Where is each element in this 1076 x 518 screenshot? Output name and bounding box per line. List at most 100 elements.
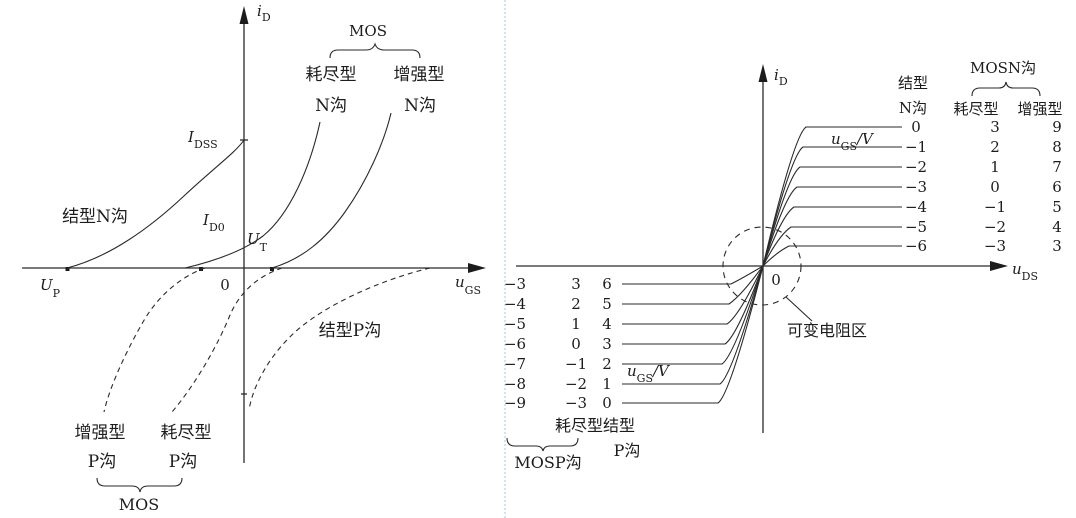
variable-resistance-leader bbox=[785, 296, 813, 322]
table-cell: 0 bbox=[571, 335, 581, 353]
output-curve-p5 bbox=[622, 265, 764, 365]
table-cell: −2 bbox=[905, 158, 927, 176]
table-cell: 1 bbox=[990, 158, 1000, 176]
table-cell: 2 bbox=[602, 355, 612, 373]
lower-ugs-table: −3 3 6 −4 2 5 −5 1 4 −6 0 3 −7 −1 2 −8 −… bbox=[504, 275, 612, 412]
footer-dep-jfet-label: 耗尽型结型 bbox=[555, 416, 635, 435]
right-y-axis-arrow bbox=[758, 64, 768, 82]
mos-bottom-label: MOS bbox=[119, 495, 159, 514]
dep-p-curve bbox=[171, 267, 283, 413]
dep-p-channel-label: P沟 bbox=[169, 452, 197, 472]
table-cell: 4 bbox=[1052, 218, 1062, 236]
output-curve-p1 bbox=[622, 265, 764, 285]
output-curve-n7 bbox=[762, 245, 902, 267]
header-jfet-line2: N沟 bbox=[899, 99, 927, 117]
dep-p-label: 耗尽型 bbox=[161, 423, 212, 443]
header-enh: 增强型 bbox=[1017, 100, 1062, 118]
table-cell: −1 bbox=[984, 198, 1006, 216]
output-curve-p2 bbox=[622, 265, 764, 305]
table-cell: 0 bbox=[602, 394, 612, 412]
right-origin-label: 0 bbox=[771, 271, 781, 289]
table-cell: 2 bbox=[571, 295, 581, 313]
dep-n-channel-label: N沟 bbox=[315, 96, 347, 116]
enh-n-label: 增强型 bbox=[394, 65, 445, 85]
output-curve-n4 bbox=[762, 186, 902, 267]
mos-top-label: MOS bbox=[349, 22, 387, 40]
mosp-brace bbox=[506, 437, 579, 452]
table-cell: −7 bbox=[504, 355, 526, 373]
table-cell: −5 bbox=[905, 218, 927, 236]
right-x-axis-arrow bbox=[990, 261, 1008, 271]
output-curve-n6 bbox=[762, 226, 902, 267]
table-cell: −1 bbox=[565, 355, 587, 373]
output-curve-p6 bbox=[622, 265, 764, 385]
output-curve-n3 bbox=[762, 166, 902, 267]
upper-output-curves bbox=[762, 126, 902, 267]
enh-n-curve bbox=[271, 112, 392, 269]
ugs-lower-label: uGS/V bbox=[627, 362, 671, 385]
table-cell: −3 bbox=[565, 394, 587, 412]
lower-output-curves bbox=[622, 265, 764, 404]
idss-label: IDSS bbox=[187, 128, 218, 151]
mosn-brace bbox=[971, 81, 1041, 97]
table-cell: 3 bbox=[990, 118, 1000, 136]
table-cell: 1 bbox=[602, 375, 612, 393]
up-crossing-dot bbox=[65, 267, 70, 271]
table-cell: 8 bbox=[1052, 138, 1062, 156]
table-cell: −1 bbox=[905, 138, 927, 156]
table-cell: 2 bbox=[990, 138, 1000, 156]
table-cell: 9 bbox=[1052, 118, 1062, 136]
output-curve-p7 bbox=[622, 265, 764, 404]
enh-p-label: 增强型 bbox=[75, 423, 126, 443]
header-mosn: MOSN沟 bbox=[970, 59, 1036, 77]
left-x-axis-arrow bbox=[468, 263, 486, 273]
ugs-upper-label: uGS/V bbox=[831, 130, 875, 153]
table-cell: −5 bbox=[504, 315, 526, 333]
output-curve-p3 bbox=[622, 265, 764, 325]
upper-ugs-table: 0 3 9 −1 2 8 −2 1 7 −3 0 6 −4 −1 5 −5 −2… bbox=[905, 118, 1062, 255]
table-cell: 3 bbox=[1052, 237, 1062, 255]
table-cell: 7 bbox=[1052, 158, 1062, 176]
footer-p-channel-label: P沟 bbox=[614, 441, 641, 460]
right-x-axis-label: uDS bbox=[1012, 260, 1038, 283]
right-output-chart: iD uDS 0 可变电阻区 uGS/V uGS/V 结型 N沟 MOSN沟 耗… bbox=[504, 59, 1063, 472]
table-cell: −3 bbox=[905, 178, 927, 196]
enh-n-crossing-dot bbox=[270, 267, 274, 271]
table-cell: 0 bbox=[990, 178, 1000, 196]
table-cell: 5 bbox=[1052, 198, 1062, 216]
table-cell: −3 bbox=[984, 237, 1006, 255]
jfet-n-label: 结型N沟 bbox=[62, 207, 128, 227]
jfet-p-curve bbox=[248, 267, 431, 411]
left-origin-label: 0 bbox=[220, 276, 230, 294]
table-cell: −6 bbox=[504, 335, 526, 353]
left-y-axis-arrow bbox=[239, 6, 249, 24]
output-curve-p4 bbox=[622, 265, 764, 345]
table-cell: −4 bbox=[905, 198, 927, 216]
table-cell: −8 bbox=[504, 375, 526, 393]
enh-p-channel-label: P沟 bbox=[88, 452, 116, 472]
header-jfet-line1: 结型 bbox=[898, 74, 928, 92]
table-cell: 5 bbox=[602, 295, 612, 313]
dep-n-curve bbox=[184, 121, 321, 269]
enh-n-channel-label: N沟 bbox=[404, 96, 436, 116]
output-curve-n5 bbox=[762, 206, 902, 267]
table-cell: −4 bbox=[504, 295, 526, 313]
variable-resistance-circle bbox=[722, 226, 802, 306]
up-label: UP bbox=[40, 276, 61, 300]
table-cell: 0 bbox=[911, 118, 921, 136]
header-dep: 耗尽型 bbox=[953, 100, 998, 118]
table-cell: −6 bbox=[905, 237, 927, 255]
enh-p-curve bbox=[103, 267, 206, 413]
dep-n-label: 耗尽型 bbox=[306, 65, 357, 85]
table-cell: 6 bbox=[602, 275, 612, 293]
id0-label: ID0 bbox=[202, 211, 225, 234]
left-x-axis-label: uGS bbox=[455, 273, 481, 297]
table-cell: −3 bbox=[504, 275, 526, 293]
mos-bottom-brace bbox=[96, 477, 183, 493]
left-transfer-chart: iD uGS 0 MOS 耗尽型 增强型 N沟 N沟 IDSS 结型N沟 ID0… bbox=[22, 2, 486, 514]
variable-resistance-label: 可变电阻区 bbox=[787, 321, 867, 340]
table-cell: −9 bbox=[504, 394, 526, 412]
left-y-axis-label: iD bbox=[257, 2, 271, 24]
